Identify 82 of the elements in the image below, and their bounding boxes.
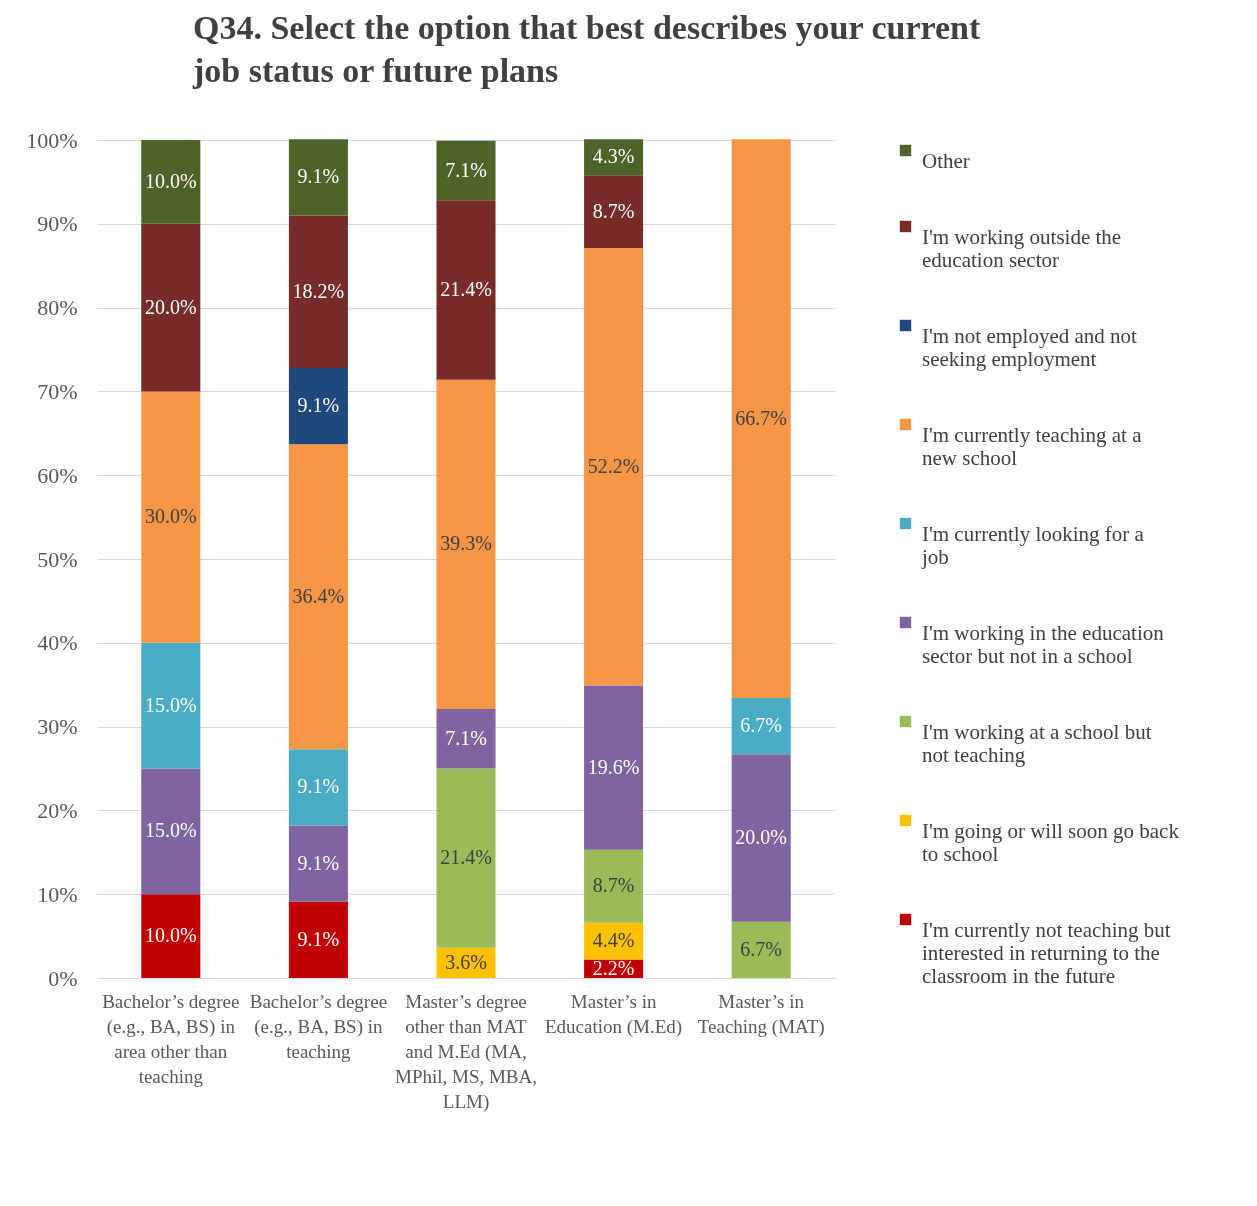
data-label: 30.0% bbox=[144, 505, 197, 528]
bar bbox=[584, 175, 644, 249]
legend-label: I'm going or will soon go back to school bbox=[922, 818, 1180, 866]
bar bbox=[288, 749, 348, 826]
data-label: 9.1% bbox=[297, 927, 340, 950]
y-tick-label: 50% bbox=[37, 546, 78, 572]
data-label: 8.7% bbox=[592, 874, 635, 897]
legend-label: I'm currently looking for a job bbox=[921, 521, 1145, 569]
data-label: 10.0% bbox=[144, 169, 197, 192]
bar bbox=[141, 642, 201, 769]
data-label: 10.0% bbox=[144, 924, 197, 947]
y-tick-label: 10% bbox=[37, 881, 78, 907]
y-tick-label: 60% bbox=[37, 462, 78, 488]
bar bbox=[141, 391, 201, 643]
bar bbox=[731, 921, 791, 978]
legend-label: I'm currently teaching at a new school bbox=[922, 422, 1143, 470]
y-tick-label: 0% bbox=[48, 965, 78, 991]
bar bbox=[731, 754, 791, 922]
legend-label: I'm working at a school but not teaching bbox=[922, 719, 1152, 767]
x-tick-label: Master’s degree other than MAT and M.Ed (MA, MPhil, MS, MBA, LLM) bbox=[394, 990, 538, 1113]
bar bbox=[436, 709, 496, 769]
bar bbox=[436, 140, 496, 201]
y-tick-label: 40% bbox=[37, 630, 78, 656]
bar bbox=[584, 685, 644, 850]
chart-title: Q34. Select the option that best describes your current job status or future plans bbox=[192, 9, 981, 89]
data-label: 20.0% bbox=[144, 295, 197, 318]
x-tick-label: Master’s in Teaching (MAT) bbox=[697, 990, 825, 1038]
data-label: 15.0% bbox=[144, 819, 197, 842]
data-label: 9.1% bbox=[297, 394, 340, 417]
bar bbox=[141, 894, 201, 978]
y-tick-label: 30% bbox=[37, 714, 78, 740]
bar bbox=[731, 139, 791, 699]
data-label: 8.7% bbox=[592, 199, 635, 222]
legend-label: I'm not employed and not seeking employment bbox=[922, 323, 1138, 371]
x-tick-label: Bachelor’s degree (e.g., BA, BS) in area other than teaching bbox=[102, 990, 240, 1087]
bar bbox=[436, 200, 496, 380]
data-label: 21.4% bbox=[440, 278, 492, 300]
bar bbox=[141, 768, 201, 895]
bar bbox=[288, 215, 348, 368]
data-label: 39.3% bbox=[440, 532, 492, 555]
data-label: 3.6% bbox=[445, 950, 487, 973]
bar bbox=[436, 768, 496, 948]
bar bbox=[584, 849, 644, 923]
data-label: 52.2% bbox=[587, 454, 640, 477]
data-label: 6.7% bbox=[740, 937, 783, 960]
data-label: 19.6% bbox=[587, 755, 640, 778]
y-tick-label: 20% bbox=[37, 797, 78, 823]
y-tick-label: 100% bbox=[26, 127, 78, 153]
y-tick-label: 90% bbox=[37, 211, 78, 237]
bar bbox=[436, 379, 496, 709]
x-tick-label: Master’s in Education (M.Ed) bbox=[545, 990, 683, 1038]
data-label: 2.2% bbox=[592, 956, 635, 979]
data-label: 9.1% bbox=[297, 851, 340, 874]
bar bbox=[584, 248, 644, 686]
x-tick-label: Bachelor’s degree (e.g., BA, BS) in teaching bbox=[249, 990, 388, 1062]
data-label: 9.1% bbox=[297, 165, 340, 188]
data-label: 6.7% bbox=[740, 714, 783, 737]
data-label: 15.0% bbox=[144, 693, 197, 716]
data-label: 7.1% bbox=[445, 158, 487, 181]
bar bbox=[141, 223, 201, 392]
data-label: 4.3% bbox=[592, 145, 635, 168]
bar bbox=[288, 901, 348, 978]
bar bbox=[141, 140, 201, 224]
bar bbox=[288, 139, 348, 216]
y-tick-label: 80% bbox=[37, 295, 78, 321]
bar bbox=[288, 367, 348, 445]
data-label: 36.4% bbox=[292, 584, 345, 607]
legend-label: Other bbox=[922, 148, 970, 173]
legend-label: I'm working outside the education sector bbox=[922, 224, 1122, 272]
y-tick-label: 70% bbox=[37, 378, 78, 404]
data-label: 4.4% bbox=[592, 929, 635, 952]
data-label: 7.1% bbox=[445, 726, 487, 749]
legend-label: I'm currently not teaching but interested in returning to the classroom in the future bbox=[922, 917, 1171, 988]
bar bbox=[288, 444, 348, 750]
data-label: 21.4% bbox=[440, 846, 492, 869]
legend-label: I'm working in the education sector but not in a school bbox=[922, 620, 1165, 668]
bar bbox=[731, 698, 791, 755]
data-label: 9.1% bbox=[297, 775, 340, 798]
bar bbox=[288, 825, 348, 902]
data-label: 66.7% bbox=[735, 406, 788, 429]
data-label: 18.2% bbox=[292, 279, 345, 302]
data-label: 20.0% bbox=[735, 826, 788, 849]
